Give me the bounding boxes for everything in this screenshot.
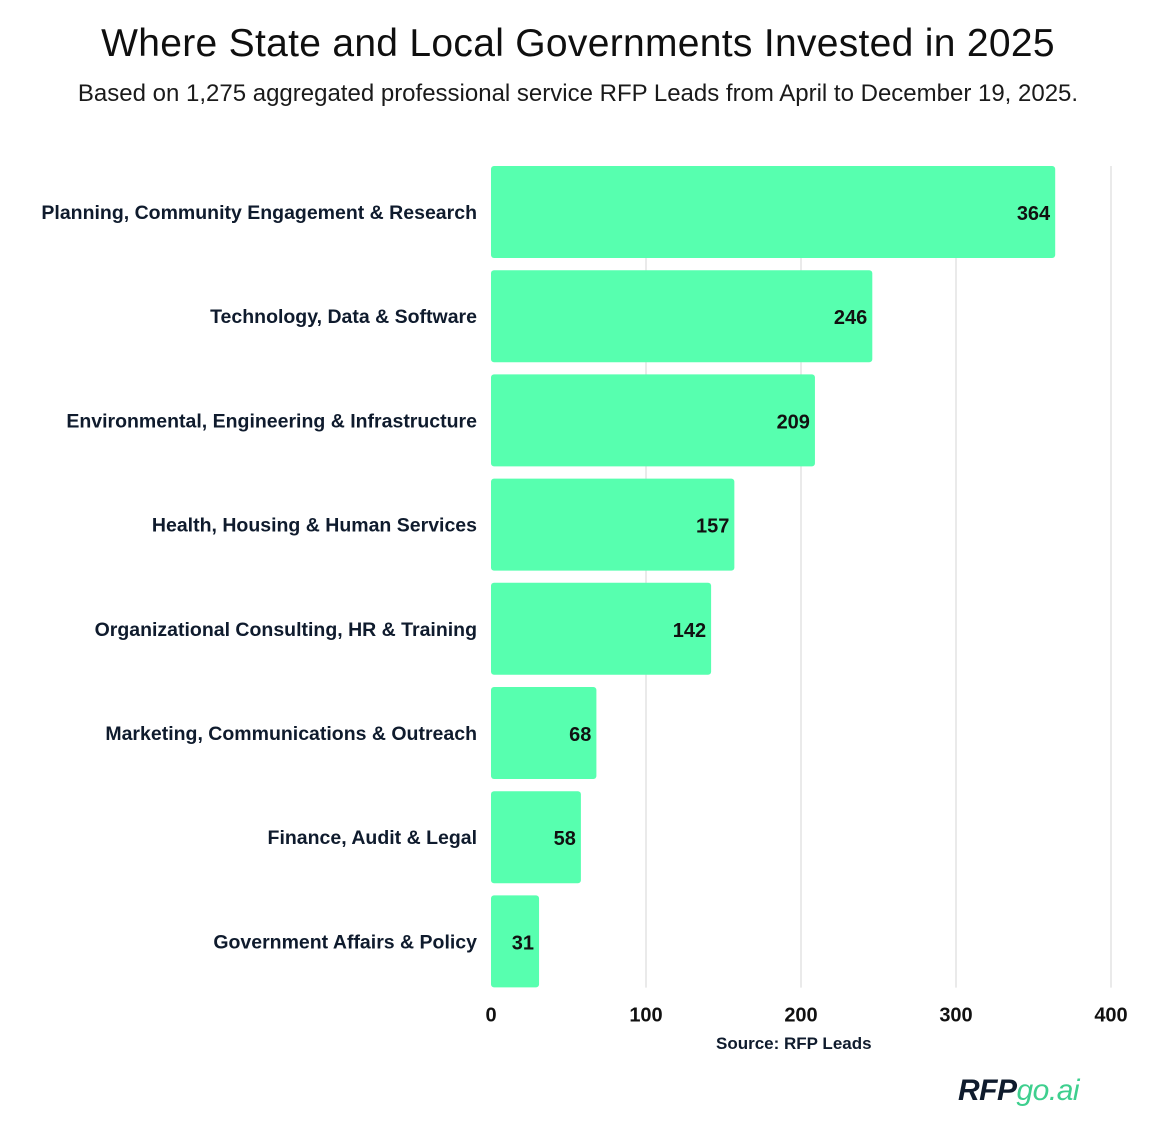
bar (491, 374, 815, 467)
x-tick-label: 100 (629, 1005, 662, 1027)
category-label: Planning, Community Engagement & Researc… (41, 202, 477, 224)
category-label: Organizational Consulting, HR & Training (95, 619, 477, 641)
bar (491, 166, 1056, 258)
x-tick-label: 0 (485, 1005, 496, 1027)
bars (491, 166, 1056, 988)
brand-logo: RFPgo.ai (958, 1074, 1080, 1108)
logo-text-accent: go.ai (1016, 1074, 1080, 1107)
value-label: 31 (512, 932, 534, 954)
logo-text-primary: RFP (958, 1074, 1017, 1107)
value-label: 246 (834, 307, 867, 329)
labels: 0 100 200 300 400 Planning, Community Engagem… (41, 202, 1127, 1027)
bar (491, 478, 735, 571)
category-label: Health, Housing & Human Services (152, 515, 477, 537)
value-label: 58 (554, 828, 576, 850)
bar (491, 270, 873, 363)
value-label: 142 (673, 620, 706, 642)
bar (491, 687, 597, 779)
category-label: Marketing, Communications & Outreach (105, 723, 477, 745)
x-tick-label: 200 (784, 1005, 817, 1027)
bar-chart: 0 100 200 300 400 Planning, Community Engagem… (41, 166, 1128, 1027)
x-tick-label: 400 (1094, 1005, 1127, 1027)
category-label: Environmental, Engineering & Infrastruct… (66, 410, 477, 432)
chart-subtitle: Based on 1,275 aggregated professional s… (77, 80, 1079, 107)
category-label: Government Affairs & Policy (213, 931, 477, 953)
bar (491, 895, 540, 988)
source-note: Source: RFP Leads (716, 1034, 872, 1053)
value-label: 209 (777, 411, 810, 433)
category-label: Technology, Data & Software (210, 306, 477, 328)
value-label: 157 (696, 516, 729, 538)
value-label: 364 (1017, 203, 1051, 225)
bar (491, 791, 581, 884)
value-label: 68 (569, 724, 591, 746)
chart-title: Where State and Local Governments Invest… (101, 22, 1055, 65)
category-label: Finance, Audit & Legal (268, 827, 477, 849)
x-tick-label: 300 (939, 1005, 972, 1027)
bar (491, 582, 712, 675)
